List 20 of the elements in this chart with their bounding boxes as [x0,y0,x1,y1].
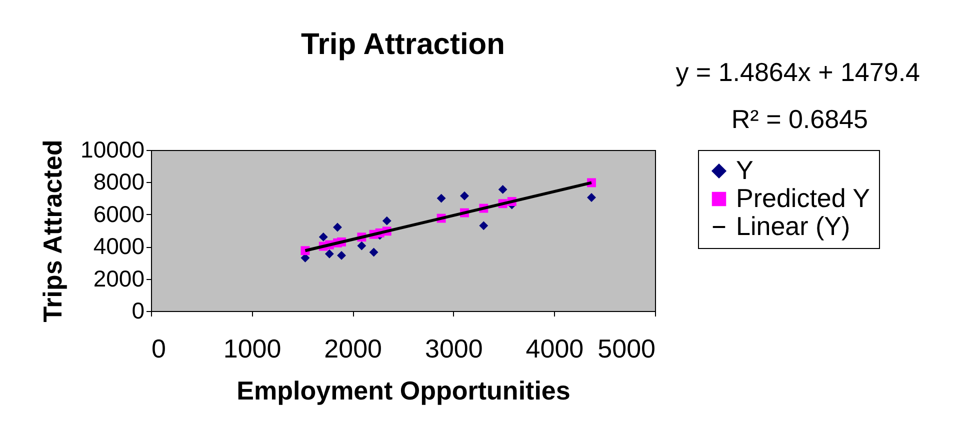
chart-title: Trip Attraction [301,28,505,61]
text: y = 1.4864x + 1479.4 [676,57,920,87]
legend-label: Predicted Y [736,183,870,213]
text: R² = 0.6845 [731,104,868,134]
x-tick-label: 4000 [526,334,584,364]
x-tick-label: 1000 [223,334,282,364]
y-tick-label: 6000 [93,200,144,227]
x-tick-label: 2000 [324,334,382,364]
y-tick-label: 10000 [80,136,144,162]
y-tick-label: 8000 [93,168,144,195]
x-tick-label: 5000 [598,334,656,364]
y-tick-label: 2000 [93,265,144,292]
y-axis-title: Trips Attracted [38,140,68,322]
y-tick-label: 0 [132,298,144,324]
legend-label: Y [736,155,754,185]
y-tick-label: 4000 [93,233,144,260]
x-tick-label: 0 [152,334,166,364]
legend-label: Linear (Y) [736,211,850,241]
x-axis-title: Employment Opportunities [236,376,570,406]
x-tick-label: 3000 [424,334,483,364]
